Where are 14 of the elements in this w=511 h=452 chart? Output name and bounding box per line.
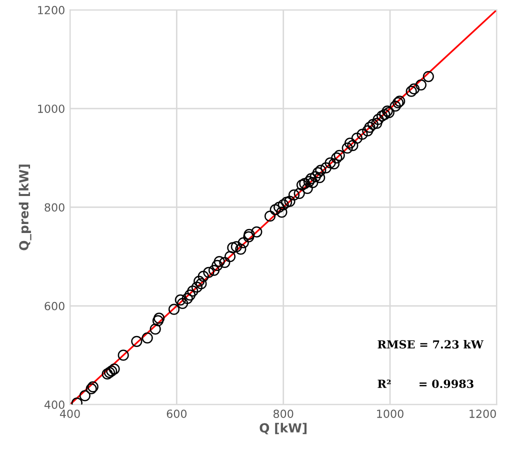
x-tick-label: 600 <box>166 410 187 418</box>
y-tick-label: 1200 <box>38 6 64 14</box>
x-tick-label: 1000 <box>377 410 404 418</box>
y-tick-label: 800 <box>44 203 64 212</box>
y-tick-label: 400 <box>44 400 64 409</box>
x-tick-label: 400 <box>60 410 80 418</box>
y-axis-title: Q_pred [kW] <box>18 164 32 250</box>
y-tick-label: 600 <box>44 302 64 310</box>
x-axis-title: Q [kW] <box>260 422 307 434</box>
y-tick-label: 1000 <box>38 104 64 113</box>
x-tick-label: 800 <box>274 410 294 418</box>
x-tick-label: 1200 <box>470 410 496 418</box>
annotation: RMSE = 7.23 kW <box>378 340 484 349</box>
annotation: R² = 0.9983 <box>378 380 474 388</box>
